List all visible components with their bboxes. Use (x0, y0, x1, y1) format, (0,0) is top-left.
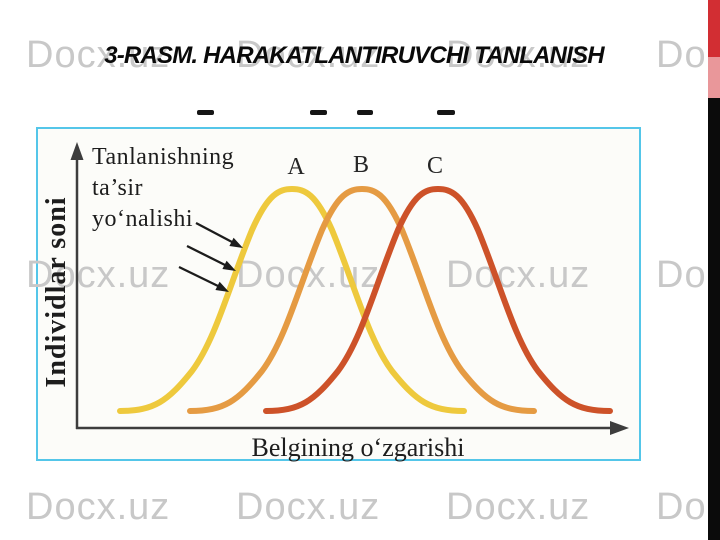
watermark-text: Docx.uz (26, 486, 171, 528)
watermark-text: Docx.uz (656, 254, 720, 296)
selection-annotation-line2: ta’sir (92, 175, 143, 201)
watermark-text: Docx.uz (446, 254, 591, 296)
watermark-text: Docx.uz (656, 486, 720, 528)
cropped-text-dash (437, 110, 455, 115)
watermark-text: Docx.uz (236, 254, 381, 296)
cropped-text-dash (357, 110, 373, 115)
cropped-text-remnants (197, 110, 455, 115)
y-axis-label: Individlar soni (41, 196, 72, 388)
watermark-text: Docx.uz (446, 34, 591, 76)
selection-annotation-line3: yo‘nalishi (92, 206, 193, 232)
watermark-text: Docx.uz (26, 34, 171, 76)
cropped-text-dash (197, 110, 214, 115)
curve-label-b: B (352, 152, 369, 178)
watermark-text: Docx.uz (236, 34, 381, 76)
x-axis-label: Belgining o‘zgarishi (251, 433, 465, 462)
selection-annotation-line1: Tanlanishning (92, 144, 235, 170)
watermark-text: Docx.uz (236, 486, 381, 528)
page-edge-bar-black (708, 98, 720, 540)
watermark-text: Docx.uz (446, 486, 591, 528)
page-title: 3-RASM. HARAKATLANTIRUVCHI TANLANISH (104, 42, 604, 69)
curve-label-c: C (426, 153, 443, 179)
selection-annotation: Tanlanishning ta’sir yo‘nalishi (92, 142, 234, 235)
cropped-text-dash (310, 110, 327, 115)
curve-label-a: A (287, 154, 305, 180)
